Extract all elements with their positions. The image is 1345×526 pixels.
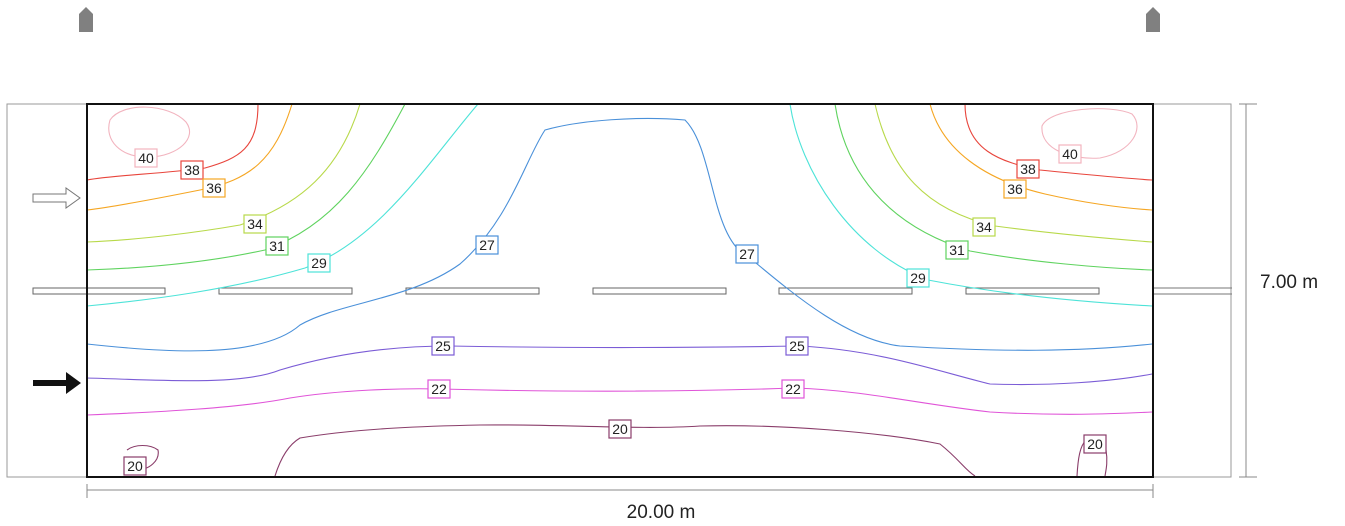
contour-36-left [86,103,293,211]
room-boundary [86,103,1154,478]
contour-36-right [929,103,1153,211]
height-dimension-label: 7.00 m [1260,272,1318,293]
contour-31-left [86,103,406,271]
contour-label: 31 [945,240,969,260]
contour-38-right [964,103,1153,181]
window-pane [32,287,166,295]
contour-27 [86,117,1153,352]
contour-25 [86,345,1153,386]
contour-34-left [86,103,361,243]
contour-label-text: 36 [1007,181,1023,197]
contour-label: 29 [906,268,930,288]
contour-38-left [86,103,259,181]
contour-label: 20 [1083,434,1107,454]
contour-label-text: 38 [1020,161,1036,177]
contour-22 [86,387,1153,416]
contour-label-text: 25 [789,338,805,354]
contour-label-text: 25 [435,338,451,354]
window-pane [405,287,540,295]
contour-label: 31 [265,236,289,256]
contour-label: 40 [134,148,158,168]
contour-label-text: 22 [431,381,447,397]
contour-label-text: 22 [785,381,801,397]
contour-20-left-corner [126,444,159,471]
contour-label-text: 20 [127,458,143,474]
contour-label-text: 29 [910,270,926,286]
contour-label-text: 34 [247,216,263,232]
luminaire-icon-right [1146,7,1160,32]
contour-label: 22 [781,379,805,399]
contour-label-text: 20 [612,421,628,437]
contour-label: 40 [1058,144,1082,164]
contour-40-left [108,106,191,158]
contour-label: 38 [1016,159,1040,179]
contour-label-text: 29 [311,255,327,271]
contour-label: 34 [972,217,996,237]
contour-label-text: 38 [184,162,200,178]
window-pane [592,287,727,295]
contour-label: 20 [123,456,147,476]
contour-label-text: 20 [1087,436,1103,452]
contour-label: 36 [202,178,226,198]
contour-label-text: 40 [1062,146,1078,162]
window-strip [32,287,1100,295]
height-dimension [1239,103,1257,478]
contour-label-text: 27 [479,237,495,253]
contour-label-text: 31 [949,242,965,258]
contour-label: 25 [431,336,455,356]
contour-29-left [86,103,479,307]
contour-label-text: 31 [269,238,285,254]
window-pane [778,287,913,295]
contour-label: 34 [243,214,267,234]
window-pane [965,287,1100,295]
contour-label: 20 [608,419,632,439]
solid-arrow-icon [33,372,81,394]
contour-label: 22 [427,379,451,399]
contour-40-right [1041,108,1138,159]
contour-label: 25 [785,336,809,356]
contour-label-text: 36 [206,180,222,196]
window-pane [218,287,353,295]
window-extension-right [1154,287,1232,295]
contour-label: 27 [735,244,759,264]
contour-label-text: 27 [739,246,755,262]
contour-label: 29 [307,253,331,273]
contour-label: 38 [180,160,204,180]
contour-label-text: 34 [976,219,992,235]
contour-label-text: 40 [138,150,154,166]
contour-29-right [789,103,1153,307]
luminaire-icon-left [79,7,93,32]
hollow-arrow-icon [32,187,81,209]
width-dimension [86,484,1154,498]
contour-label: 27 [475,235,499,255]
contour-label: 36 [1003,179,1027,199]
width-dimension-label: 20.00 m [627,502,696,523]
contour-31-right [834,103,1153,271]
contour-34-right [874,103,1153,243]
contour-labels: 40 40 38 38 36 36 34 34 31 31 29 29 27 2… [123,144,1107,476]
